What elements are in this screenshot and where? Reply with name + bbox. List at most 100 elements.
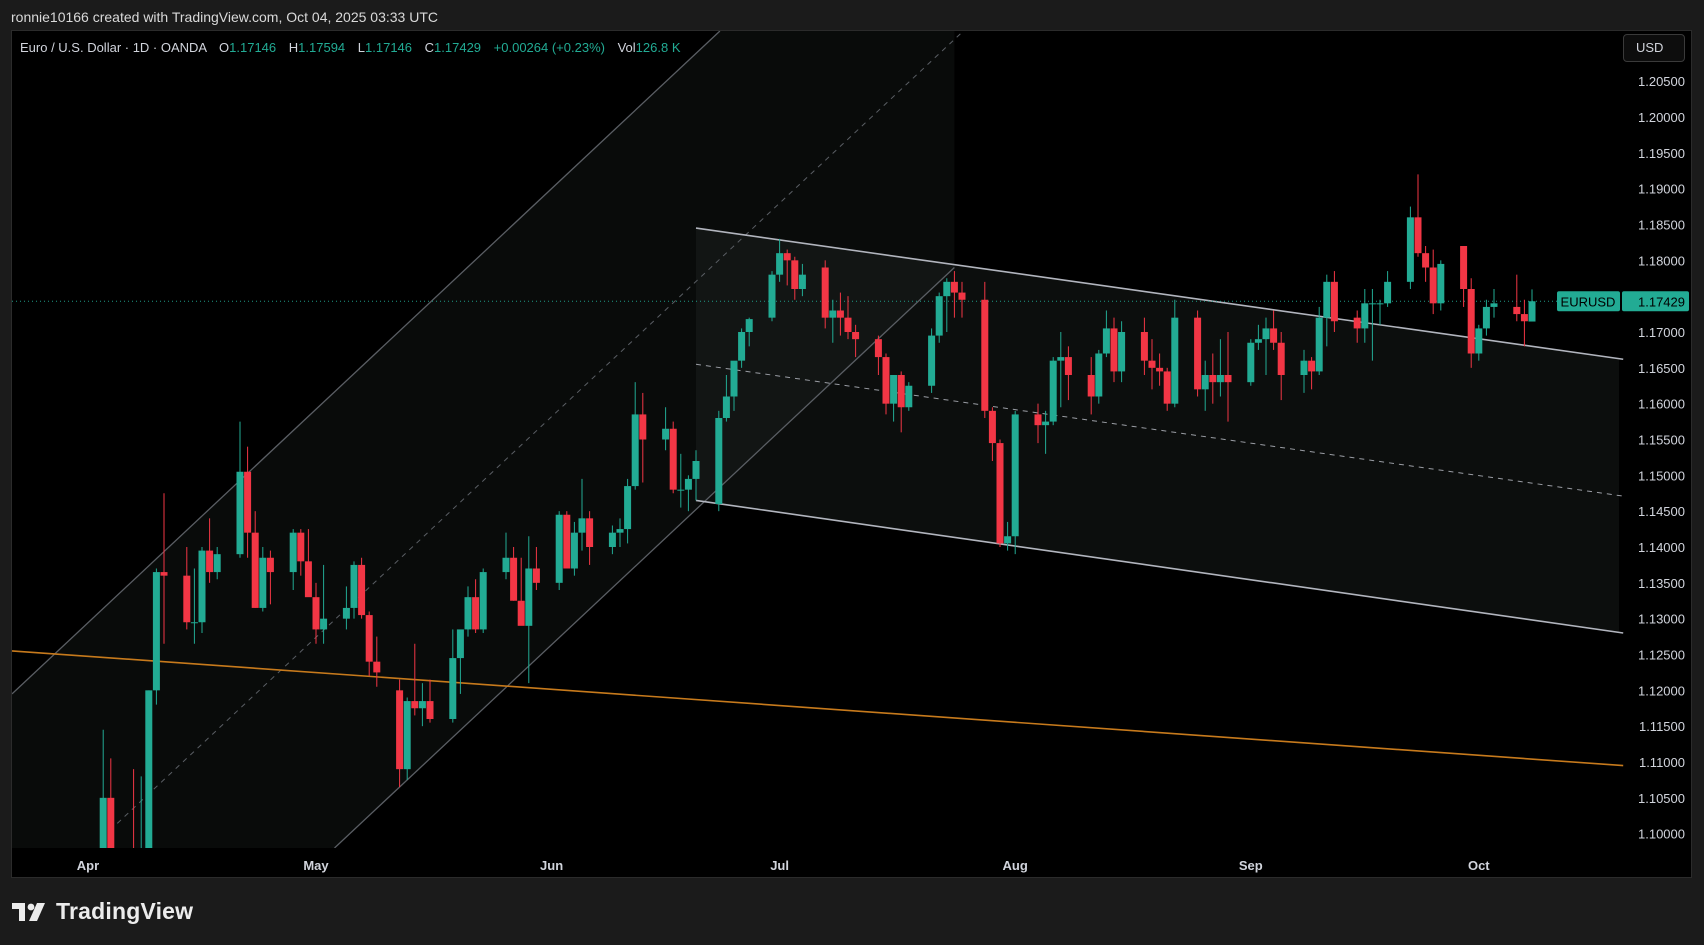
candle-body[interactable] — [563, 514, 571, 569]
candle-body[interactable] — [532, 568, 540, 583]
candle-body[interactable] — [738, 332, 746, 361]
candle-body[interactable] — [411, 701, 419, 709]
candle-body[interactable] — [1490, 303, 1498, 307]
candle-body[interactable] — [608, 532, 616, 547]
brand-logo[interactable]: TradingView — [12, 898, 193, 925]
candle-body[interactable] — [1262, 328, 1270, 340]
candle-body[interactable] — [1110, 328, 1118, 372]
candle-body[interactable] — [1140, 332, 1148, 361]
candle-body[interactable] — [312, 597, 320, 630]
candle-body[interactable] — [669, 428, 677, 490]
candle-body[interactable] — [677, 489, 685, 491]
candle-body[interactable] — [988, 410, 996, 444]
candle-body[interactable] — [1384, 281, 1392, 304]
candle-body[interactable] — [160, 572, 168, 576]
candle-body[interactable] — [768, 274, 776, 318]
candle-body[interactable] — [502, 557, 510, 573]
candle-body[interactable] — [1437, 263, 1445, 304]
candle-body[interactable] — [479, 572, 487, 630]
candle-body[interactable] — [1270, 328, 1278, 343]
candle-body[interactable] — [1482, 306, 1490, 329]
candle-body[interactable] — [1414, 217, 1422, 254]
candle-body[interactable] — [745, 319, 753, 332]
candle-body[interactable] — [692, 461, 700, 479]
candle-body[interactable] — [1254, 339, 1262, 343]
candle-body[interactable] — [821, 267, 829, 318]
candle-body[interactable] — [935, 296, 943, 336]
candle-body[interactable] — [882, 357, 890, 404]
candle-body[interactable] — [1057, 357, 1065, 361]
currency-button[interactable]: USD — [1623, 34, 1685, 62]
candle-body[interactable] — [244, 471, 252, 533]
candle-body[interactable] — [1323, 281, 1331, 318]
candle-body[interactable] — [145, 690, 153, 866]
candle-body[interactable] — [1163, 371, 1171, 404]
candle-body[interactable] — [958, 292, 966, 300]
candle-body[interactable] — [236, 471, 244, 555]
candle-body[interactable] — [99, 797, 107, 938]
candle-body[interactable] — [1467, 289, 1475, 354]
candle-body[interactable] — [517, 600, 525, 626]
candle-body[interactable] — [616, 529, 624, 533]
candle-body[interactable] — [1460, 246, 1468, 289]
candle-body[interactable] — [1353, 317, 1361, 329]
candle-body[interactable] — [418, 701, 426, 709]
candle-body[interactable] — [1209, 375, 1217, 383]
candle-body[interactable] — [1308, 360, 1316, 372]
candle-body[interactable] — [138, 866, 145, 898]
candle-body[interactable] — [510, 557, 518, 601]
candle-body[interactable] — [1011, 414, 1019, 537]
rising-channel-lower-line[interactable] — [334, 267, 955, 849]
candle-body[interactable] — [198, 550, 206, 623]
candle-body[interactable] — [897, 375, 905, 408]
candle-body[interactable] — [1194, 317, 1202, 390]
candle-body[interactable] — [130, 862, 137, 898]
candle-body[interactable] — [206, 550, 214, 573]
candle-body[interactable] — [426, 701, 434, 719]
symbol-title[interactable]: Euro / U.S. Dollar · 1D · OANDA — [20, 40, 207, 55]
candle-body[interactable] — [1475, 328, 1483, 354]
falling-channel-median-line[interactable] — [695, 363, 1624, 497]
candle-body[interactable] — [730, 360, 738, 397]
candle-body[interactable] — [107, 797, 115, 863]
candle-body[interactable] — [996, 443, 1004, 544]
candle-body[interactable] — [1216, 375, 1224, 383]
candle-body[interactable] — [289, 532, 297, 573]
candle-body[interactable] — [373, 661, 381, 673]
candle-body[interactable] — [259, 557, 267, 608]
candle-body[interactable] — [152, 572, 160, 691]
orange-trendline[interactable] — [11, 650, 1624, 767]
candle-body[interactable] — [320, 618, 328, 630]
candle-body[interactable] — [981, 299, 989, 411]
candle-body[interactable] — [1422, 253, 1430, 268]
candle-body[interactable] — [1330, 281, 1338, 322]
candle-body[interactable] — [266, 557, 274, 573]
candle-body[interactable] — [1118, 332, 1126, 372]
candle-body[interactable] — [1102, 328, 1110, 354]
candle-body[interactable] — [350, 564, 358, 608]
candle-body[interactable] — [1368, 303, 1376, 305]
candle-body[interactable] — [472, 597, 480, 630]
candle-body[interactable] — [1171, 317, 1179, 404]
candle-body[interactable] — [1406, 217, 1414, 282]
candle-body[interactable] — [783, 253, 791, 261]
candle-body[interactable] — [403, 701, 411, 770]
candle-body[interactable] — [1315, 317, 1323, 372]
candle-body[interactable] — [525, 568, 533, 626]
candle-body[interactable] — [1049, 360, 1057, 422]
candle-body[interactable] — [852, 332, 860, 340]
candle-body[interactable] — [1361, 303, 1369, 329]
rising-channel-median-line[interactable] — [109, 0, 1000, 831]
chart-frame[interactable] — [11, 30, 1692, 878]
candle-body[interactable] — [836, 310, 844, 318]
candle-body[interactable] — [1376, 303, 1384, 305]
candle-body[interactable] — [1528, 301, 1536, 322]
falling-channel-lower-line[interactable] — [695, 499, 1624, 634]
candle-body[interactable] — [1095, 353, 1103, 397]
candle-body[interactable] — [297, 532, 305, 562]
candle-body[interactable] — [715, 418, 723, 504]
ticker-tag[interactable] — [1557, 291, 1620, 312]
candle-body[interactable] — [456, 629, 464, 659]
candle-body[interactable] — [1224, 375, 1232, 383]
